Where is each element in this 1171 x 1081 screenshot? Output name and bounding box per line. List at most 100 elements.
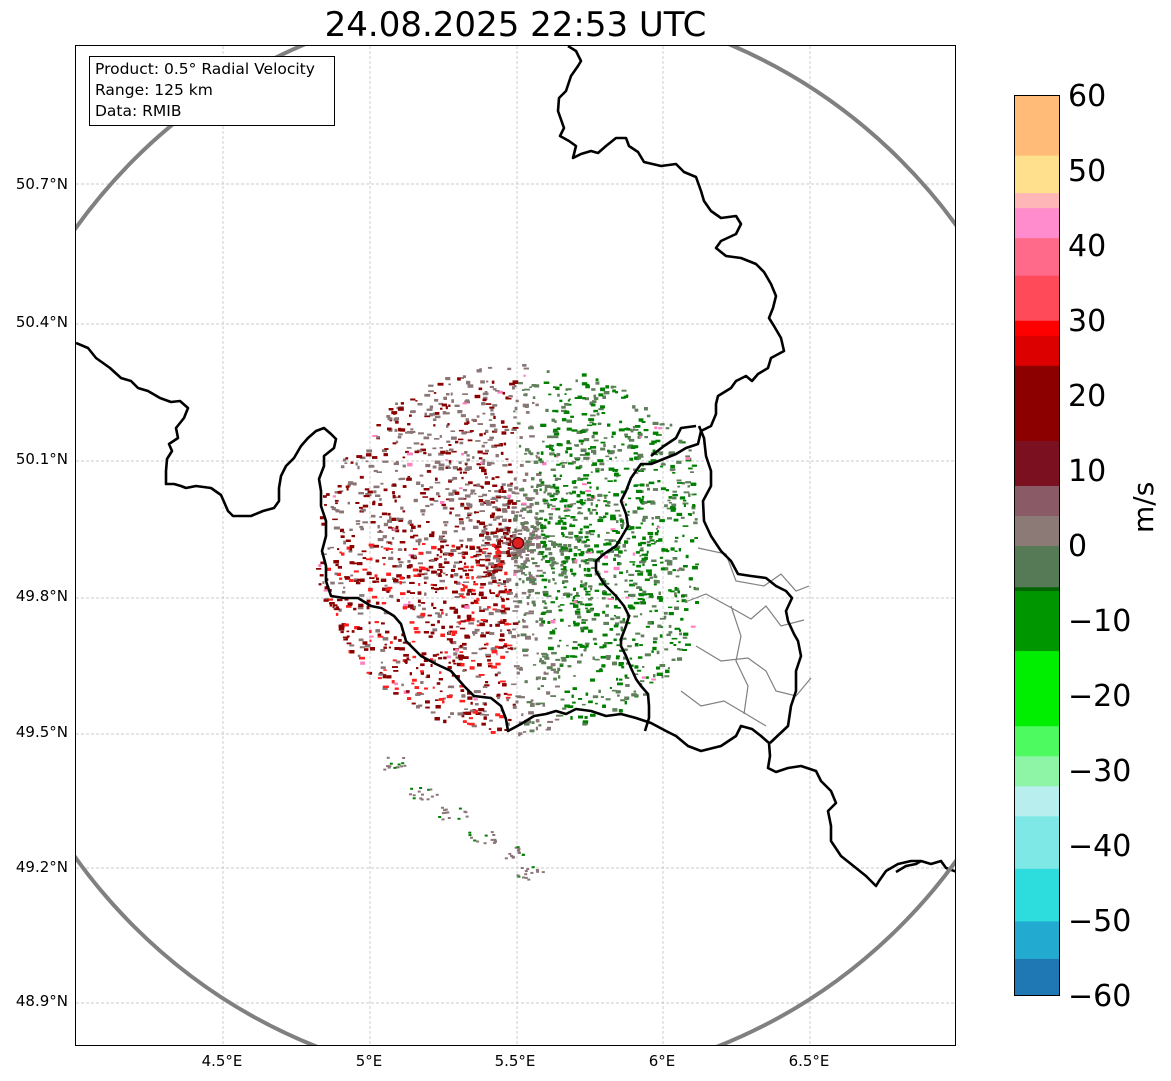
echo-pixel — [602, 590, 606, 592]
echo-pixel — [483, 693, 486, 695]
echo-pixel — [466, 380, 471, 385]
echo-pixel — [586, 591, 589, 595]
echo-pixel — [458, 621, 461, 625]
echo-pixel — [494, 645, 499, 649]
echo-pixel — [613, 479, 617, 482]
colorbar-segment — [1014, 815, 1060, 869]
echo-pixel — [424, 687, 428, 690]
echo-pixel — [569, 593, 573, 596]
echo-pixel — [416, 705, 420, 709]
echo-pixel — [542, 655, 546, 658]
echo-pixel — [627, 645, 632, 648]
echo-pixel — [472, 711, 478, 714]
echo-pixel — [429, 405, 434, 409]
echo-pixel — [368, 671, 373, 675]
echo-pixel — [497, 541, 501, 546]
echo-pixel — [539, 702, 545, 705]
echo-pixel — [381, 622, 385, 625]
echo-pixel — [408, 601, 411, 604]
echo-pixel — [492, 556, 499, 560]
echo-pixel — [583, 649, 587, 652]
echo-pixel — [489, 589, 492, 593]
echo-pixel — [656, 540, 660, 542]
echo-pixel — [603, 391, 610, 395]
echo-pixel — [577, 395, 583, 399]
echo-pixel — [554, 486, 560, 490]
echo-pixel — [557, 393, 560, 397]
echo-pixel — [543, 491, 546, 494]
echo-pixel — [505, 651, 509, 654]
echo-pixel — [508, 395, 513, 398]
echo-pixel — [387, 519, 392, 523]
echo-pixel — [409, 523, 414, 526]
echo-pixel — [439, 535, 443, 539]
echo-pixel — [581, 382, 588, 386]
echo-pixel — [434, 460, 441, 464]
echo-pixel — [383, 453, 388, 457]
echo-pixel — [562, 707, 567, 710]
echo-pixel — [615, 493, 619, 497]
echo-pixel — [539, 488, 542, 491]
echo-pixel — [490, 514, 495, 519]
echo-pixel — [521, 591, 527, 595]
echo-pixel — [685, 481, 692, 484]
echo-pixel — [408, 659, 411, 661]
echo-pixel — [501, 604, 505, 609]
echo-pixel — [450, 640, 453, 644]
echo-pixel — [439, 447, 443, 449]
echo-pixel — [364, 488, 370, 491]
echo-pixel — [516, 667, 523, 670]
echo-pixel — [454, 491, 460, 495]
echo-pixel — [576, 494, 581, 498]
echo-pixel — [330, 506, 334, 508]
echo-pixel — [627, 510, 630, 513]
echo-pixel — [572, 655, 578, 658]
echo-pixel — [514, 514, 518, 518]
echo-pixel — [597, 493, 603, 497]
echo-pixel — [414, 686, 420, 689]
echo-pixel — [548, 535, 555, 537]
radar-map[interactable] — [75, 45, 956, 1046]
echo-pixel — [522, 364, 527, 367]
echo-pixel — [514, 559, 518, 564]
echo-pixel — [366, 558, 371, 561]
echo-pixel — [409, 581, 415, 584]
echo-pixel — [600, 387, 605, 392]
echo-pixel — [482, 398, 487, 402]
echo-pixel — [534, 591, 540, 595]
echo-pixel — [318, 583, 322, 586]
echo-pixel — [417, 562, 423, 565]
echo-pixel — [410, 410, 416, 413]
echo-pixel — [430, 583, 434, 586]
echo-pixel — [449, 606, 456, 610]
echo-pixel — [605, 604, 609, 608]
echo-pixel — [476, 564, 481, 567]
echo-pixel — [392, 494, 396, 499]
echo-pixel — [450, 430, 456, 432]
echo-pixel — [651, 650, 654, 653]
echo-pixel — [486, 571, 491, 574]
echo-pixel — [595, 470, 600, 473]
echo-pixel — [624, 503, 627, 506]
echo-pixel — [340, 465, 345, 469]
echo-pixel — [500, 655, 506, 659]
echo-pixel — [418, 538, 422, 541]
echo-pixel — [587, 481, 592, 484]
echo-pixel — [676, 479, 682, 482]
echo-pixel — [577, 477, 581, 480]
echo-pixel — [497, 390, 503, 394]
echo-pixel — [590, 678, 595, 682]
echo-pixel — [443, 521, 449, 524]
echo-pixel — [426, 408, 433, 411]
echo-pixel — [557, 644, 560, 648]
echo-pixel — [517, 565, 522, 569]
echo-pixel — [495, 594, 499, 598]
echo-pixel — [430, 795, 434, 798]
echo-pixel — [518, 382, 523, 385]
echo-pixel — [601, 550, 604, 553]
echo-pixel — [512, 705, 517, 709]
echo-pixel — [616, 644, 620, 647]
echo-pixel — [561, 532, 564, 535]
echo-pixel — [658, 591, 661, 595]
echo-pixel — [438, 816, 442, 818]
